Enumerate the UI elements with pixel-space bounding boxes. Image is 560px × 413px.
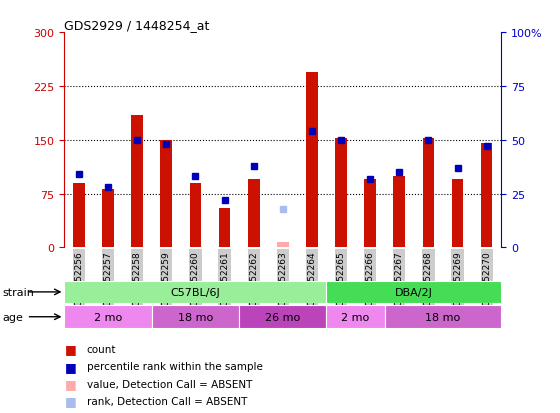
Text: ■: ■	[64, 377, 76, 390]
Text: strain: strain	[3, 287, 35, 297]
Bar	[335, 139, 347, 248]
Bar	[73, 183, 85, 248]
Bar	[385, 306, 501, 328]
Bar	[423, 139, 434, 248]
Text: GDS2929 / 1448254_at: GDS2929 / 1448254_at	[64, 19, 210, 32]
Bar	[326, 281, 501, 304]
Bar	[152, 306, 239, 328]
Text: 18 mo: 18 mo	[426, 312, 460, 322]
Bar	[365, 180, 376, 248]
Text: 26 mo: 26 mo	[265, 312, 300, 322]
Bar	[190, 183, 201, 248]
Bar	[102, 189, 114, 248]
Text: DBA/2J: DBA/2J	[395, 287, 433, 297]
Text: 2 mo: 2 mo	[94, 312, 122, 322]
Bar	[248, 180, 259, 248]
Text: percentile rank within the sample: percentile rank within the sample	[87, 361, 263, 371]
Bar	[64, 281, 326, 304]
Text: ■: ■	[64, 394, 76, 408]
Bar	[394, 176, 405, 248]
Bar	[64, 306, 152, 328]
Text: C57BL/6J: C57BL/6J	[171, 287, 220, 297]
Text: count: count	[87, 344, 116, 354]
Text: rank, Detection Call = ABSENT: rank, Detection Call = ABSENT	[87, 396, 247, 406]
Text: ■: ■	[64, 342, 76, 356]
Text: 18 mo: 18 mo	[178, 312, 213, 322]
Bar	[452, 180, 463, 248]
Bar	[132, 115, 143, 248]
Text: 2 mo: 2 mo	[342, 312, 370, 322]
Text: ■: ■	[64, 360, 76, 373]
Text: age: age	[3, 312, 24, 322]
Text: value, Detection Call = ABSENT: value, Detection Call = ABSENT	[87, 379, 252, 389]
Bar	[326, 306, 385, 328]
Bar	[239, 306, 326, 328]
Bar	[277, 242, 288, 248]
Bar	[219, 209, 230, 248]
Bar	[161, 140, 172, 248]
Bar	[306, 72, 318, 248]
Bar	[481, 144, 492, 248]
